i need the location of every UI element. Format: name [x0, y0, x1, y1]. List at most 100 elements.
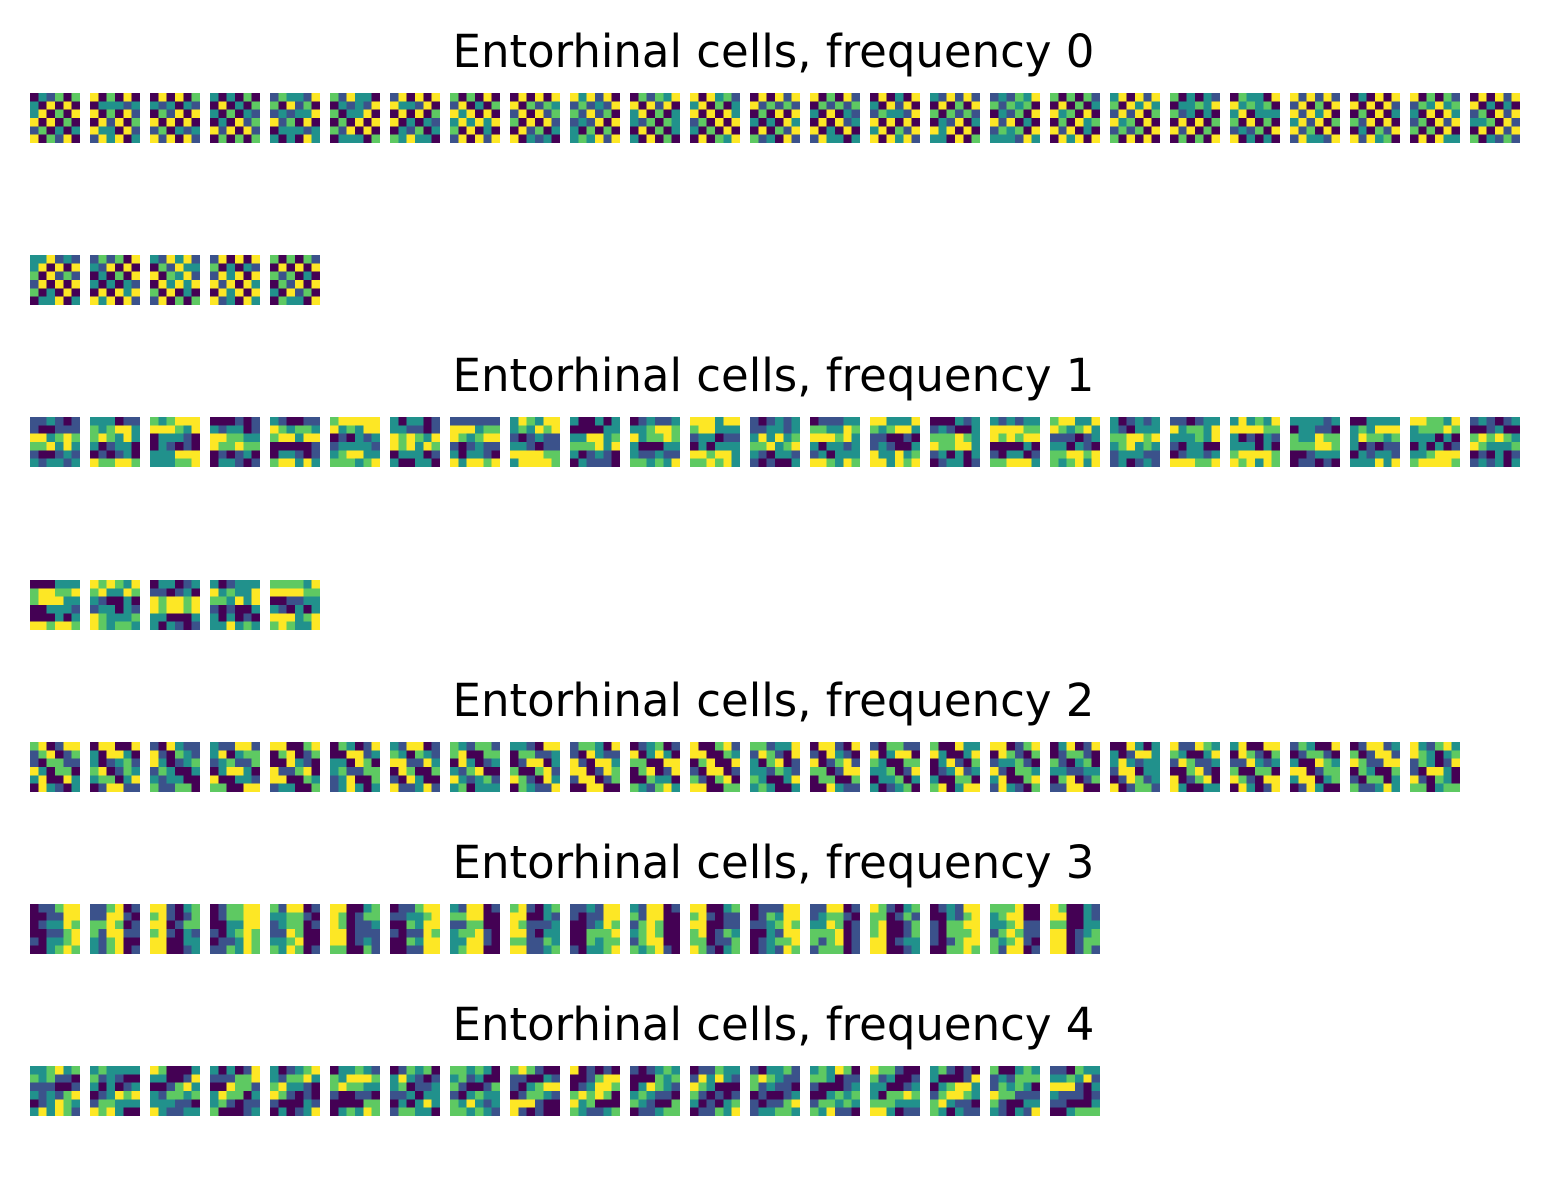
heatmap-pixel — [330, 417, 339, 426]
heatmap-pixel — [723, 742, 732, 751]
heatmap-pixel — [1091, 126, 1100, 135]
heatmap-pixel — [458, 417, 467, 426]
heatmap-pixel — [1495, 450, 1504, 459]
heatmap-pixel — [698, 937, 707, 946]
heatmap-pixel — [611, 1074, 620, 1083]
heatmap-pixel — [466, 109, 475, 118]
heatmap-pixel — [1323, 425, 1332, 434]
heatmap-pixel — [1426, 767, 1435, 776]
heatmap-pixel — [843, 425, 852, 434]
heatmap-pixel — [1178, 742, 1187, 751]
heatmap-pixel — [870, 126, 879, 135]
heatmap-pixel — [543, 433, 552, 442]
heatmap-pixel — [1350, 433, 1359, 442]
heatmap-pixel — [1410, 109, 1419, 118]
heatmap-pixel — [510, 767, 519, 776]
heatmap-pixel — [123, 288, 132, 297]
heatmap-pixel — [1006, 750, 1015, 759]
heatmap-pixel — [1110, 101, 1119, 110]
heatmap-pixel — [338, 425, 347, 434]
heatmap-pixel — [355, 126, 364, 135]
heatmap-pixel — [663, 109, 672, 118]
heatmap-pixel — [158, 433, 167, 442]
heatmap-pixel — [371, 1107, 380, 1116]
heatmap-pixel — [1358, 442, 1367, 451]
heatmap-pixel — [243, 742, 252, 751]
heatmap-pixel — [1315, 118, 1324, 127]
heatmap-pixel — [1006, 1099, 1015, 1108]
heatmap-pixel — [210, 929, 219, 938]
heatmap-pixel — [611, 904, 620, 913]
heatmap-pixel — [655, 775, 664, 784]
heatmap-pixel — [955, 93, 964, 102]
heatmap-pixel — [243, 126, 252, 135]
heatmap-pixel — [1110, 93, 1119, 102]
heatmap-pixel — [63, 134, 72, 143]
heatmap-pixel — [723, 775, 732, 784]
heatmap-pixel — [270, 118, 279, 127]
heatmap-pixel — [963, 742, 972, 751]
heatmap-pixel — [150, 580, 159, 589]
heatmap-pixel — [371, 1074, 380, 1083]
heatmap-pixel — [903, 134, 912, 143]
heatmap-pixel — [1391, 101, 1400, 110]
heatmap-pixel — [911, 1091, 920, 1100]
heatmap-pixel — [638, 134, 647, 143]
heatmap-pixel — [55, 912, 64, 921]
heatmap-pixel — [1170, 417, 1179, 426]
heatmap-pixel — [38, 605, 47, 614]
heatmap-pixel — [990, 929, 999, 938]
heatmap-pixel — [150, 288, 159, 297]
heatmap-pixel — [71, 767, 80, 776]
heatmap-pixel — [1083, 912, 1092, 921]
heatmap-pixel — [226, 1074, 235, 1083]
heatmap-pixel — [706, 450, 715, 459]
heatmap-pixel — [491, 742, 500, 751]
heatmap-pixel — [810, 1066, 819, 1075]
heatmap-pixel — [243, 580, 252, 589]
heatmap-pixel — [286, 126, 295, 135]
heatmap-pixel — [775, 93, 784, 102]
heatmap-pixel — [63, 271, 72, 280]
cell-heatmap — [690, 93, 740, 143]
cell-heatmap — [30, 742, 80, 792]
heatmap-pixel — [723, 783, 732, 792]
heatmap-pixel — [150, 1074, 159, 1083]
heatmap-pixel — [338, 758, 347, 767]
heatmap-pixel — [851, 912, 860, 921]
heatmap-pixel — [150, 742, 159, 751]
heatmap-pixel — [398, 945, 407, 954]
heatmap-pixel — [55, 1074, 64, 1083]
heatmap-pixel — [1170, 126, 1179, 135]
heatmap-pixel — [938, 458, 947, 467]
heatmap-pixel — [210, 271, 219, 280]
heatmap-pixel — [1410, 425, 1419, 434]
heatmap-pixel — [390, 442, 399, 451]
heatmap-pixel — [1186, 425, 1195, 434]
heatmap-pixel — [491, 1074, 500, 1083]
heatmap-pixel — [303, 425, 312, 434]
heatmap-pixel — [1058, 937, 1067, 946]
cell-heatmap — [870, 742, 920, 792]
heatmap-pixel — [491, 929, 500, 938]
heatmap-pixel — [1110, 767, 1119, 776]
heatmap-pixel — [175, 912, 184, 921]
heatmap-pixel — [235, 580, 244, 589]
heatmap-pixel — [586, 758, 595, 767]
heatmap-pixel — [791, 442, 800, 451]
heatmap-pixel — [1135, 118, 1144, 127]
heatmap-pixel — [578, 134, 587, 143]
heatmap-pixel — [458, 750, 467, 759]
heatmap-pixel — [671, 929, 680, 938]
heatmap-pixel — [30, 580, 39, 589]
heatmap-pixel — [1443, 783, 1452, 792]
cell-heatmap — [1350, 417, 1400, 467]
heatmap-pixel — [1195, 126, 1204, 135]
heatmap-pixel — [570, 767, 579, 776]
heatmap-pixel — [630, 458, 639, 467]
heatmap-pixel — [930, 1082, 939, 1091]
heatmap-pixel — [183, 101, 192, 110]
heatmap-pixel — [843, 417, 852, 426]
heatmap-pixel — [415, 442, 424, 451]
heatmap-pixel — [655, 425, 664, 434]
